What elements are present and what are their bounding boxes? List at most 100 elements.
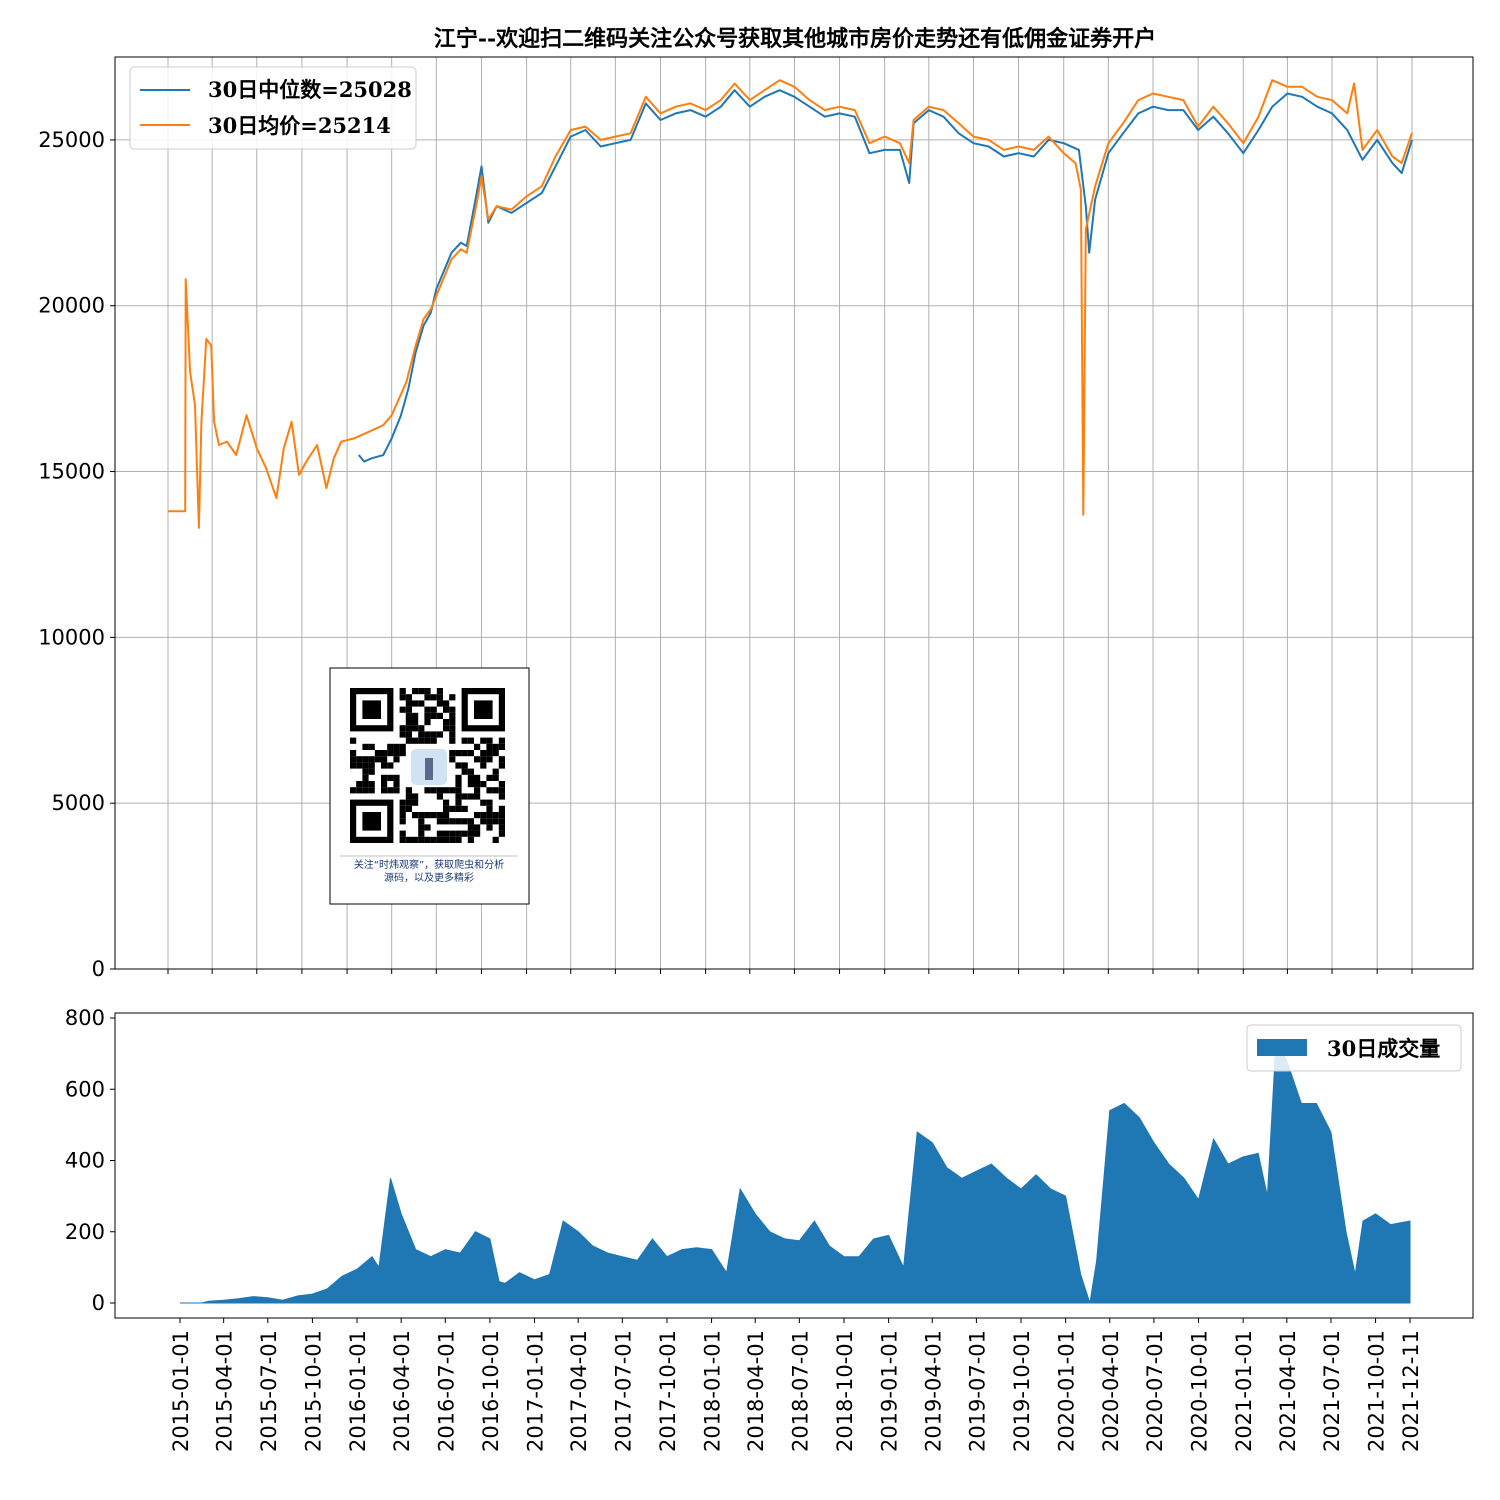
bottom-x-tick-label: 2016-04-01 (390, 1330, 414, 1452)
qr-module (356, 762, 363, 769)
qr-module (412, 812, 419, 819)
qr-module (412, 799, 419, 806)
qr-module (405, 719, 412, 726)
top-y-tick-label: 0 (92, 957, 105, 981)
qr-module (381, 781, 388, 788)
qr-module (486, 756, 493, 763)
qr-module (350, 762, 357, 769)
qr-module (387, 743, 394, 750)
qr-module (455, 799, 462, 806)
qr-module (405, 805, 412, 812)
bottom-x-tick-label: 2020-10-01 (1188, 1330, 1212, 1452)
qr-module (492, 774, 499, 781)
qr-module (424, 824, 431, 831)
qr-module (443, 799, 450, 806)
bottom-plot-frame (114, 1012, 1474, 1319)
qr-module (430, 812, 437, 819)
qr-module (486, 818, 493, 825)
qr-module (486, 737, 493, 744)
bottom-x-tick-label: 2017-07-01 (611, 1330, 635, 1452)
qr-module (436, 812, 443, 819)
bottom-x-tick-label: 2019-01-01 (878, 1330, 902, 1452)
qr-module (430, 836, 437, 843)
qr-module (430, 737, 437, 744)
qr-caption-line2: 源码，以及更多精彩 (384, 871, 474, 884)
qr-module (480, 750, 487, 757)
qr-module (362, 743, 369, 750)
qr-module (436, 694, 443, 701)
qr-module (443, 700, 450, 707)
qr-module (399, 830, 406, 837)
qr-avatar-figure (425, 758, 433, 780)
top-y-tick-label: 10000 (38, 625, 105, 649)
bottom-y-tick-label: 800 (65, 1006, 105, 1030)
qr-module (430, 706, 437, 713)
qr-module (443, 812, 450, 819)
qr-module (368, 768, 375, 775)
qr-module (424, 812, 431, 819)
qr-module (474, 787, 481, 794)
legend-volume-swatch (1257, 1039, 1307, 1056)
bottom-x-tick-label: 2021-04-01 (1276, 1330, 1300, 1452)
qr-module (393, 750, 400, 757)
qr-module (418, 731, 425, 738)
top-legend-box (129, 66, 417, 150)
bottom-x-tick-label: 2021-12-11 (1399, 1330, 1423, 1452)
qr-module (381, 762, 388, 769)
qr-module (443, 787, 450, 794)
qr-module (480, 737, 487, 744)
qr-module (443, 818, 450, 825)
qr-module (424, 737, 431, 744)
qr-module (393, 787, 400, 794)
qr-module (368, 787, 375, 794)
qr-module (405, 700, 412, 707)
qr-module (498, 824, 505, 831)
qr-module (412, 712, 419, 719)
qr-module (418, 700, 425, 707)
top-y-axis: 0 5000 10000 15000 20000 25000 (38, 128, 115, 981)
qr-module (498, 787, 505, 794)
qr-module (381, 756, 388, 763)
qr-module (374, 750, 381, 757)
qr-module (486, 805, 493, 812)
qr-module (467, 824, 474, 831)
qr-module (455, 805, 462, 812)
qr-module (418, 818, 425, 825)
qr-module (387, 774, 394, 781)
bottom-x-tick-label: 2017-10-01 (656, 1330, 680, 1452)
qr-module (362, 787, 369, 794)
top-y-tick-label: 5000 (52, 791, 105, 815)
qr-module (412, 793, 419, 800)
volume-area (180, 1037, 1411, 1304)
bottom-x-tick-label: 2018-01-01 (701, 1330, 725, 1452)
qr-module (405, 799, 412, 806)
bottom-x-tick-label: 2021-01-01 (1232, 1330, 1256, 1452)
qr-module (356, 787, 363, 794)
top-y-tick-label: 25000 (38, 128, 105, 152)
bottom-x-tick-label: 2018-10-01 (833, 1330, 857, 1452)
qr-module (350, 737, 357, 744)
qr-module (474, 812, 481, 819)
qr-module (368, 781, 375, 788)
qr-module (443, 830, 450, 837)
qr-module (405, 836, 412, 843)
qr-module (405, 712, 412, 719)
qr-module (418, 737, 425, 744)
chart-title: 江宁--欢迎扫二维码关注公众号获取其他城市房价走势还有低佣金证券开户 (434, 26, 1156, 52)
qr-module (480, 812, 487, 819)
qr-module (455, 750, 462, 757)
qr-module (436, 712, 443, 719)
bottom-y-tick-label: 600 (65, 1077, 105, 1101)
bottom-legend-box (1246, 1024, 1462, 1072)
qr-module (486, 750, 493, 757)
qr-module (412, 725, 419, 732)
top-x-tickmarks (167, 969, 1413, 974)
qr-module (405, 737, 412, 744)
qr-module (412, 688, 419, 695)
qr-module (436, 836, 443, 843)
qr-module (449, 712, 456, 719)
qr-module (443, 805, 450, 812)
qr-module (436, 830, 443, 837)
qr-module (480, 762, 487, 769)
qr-module (480, 818, 487, 825)
